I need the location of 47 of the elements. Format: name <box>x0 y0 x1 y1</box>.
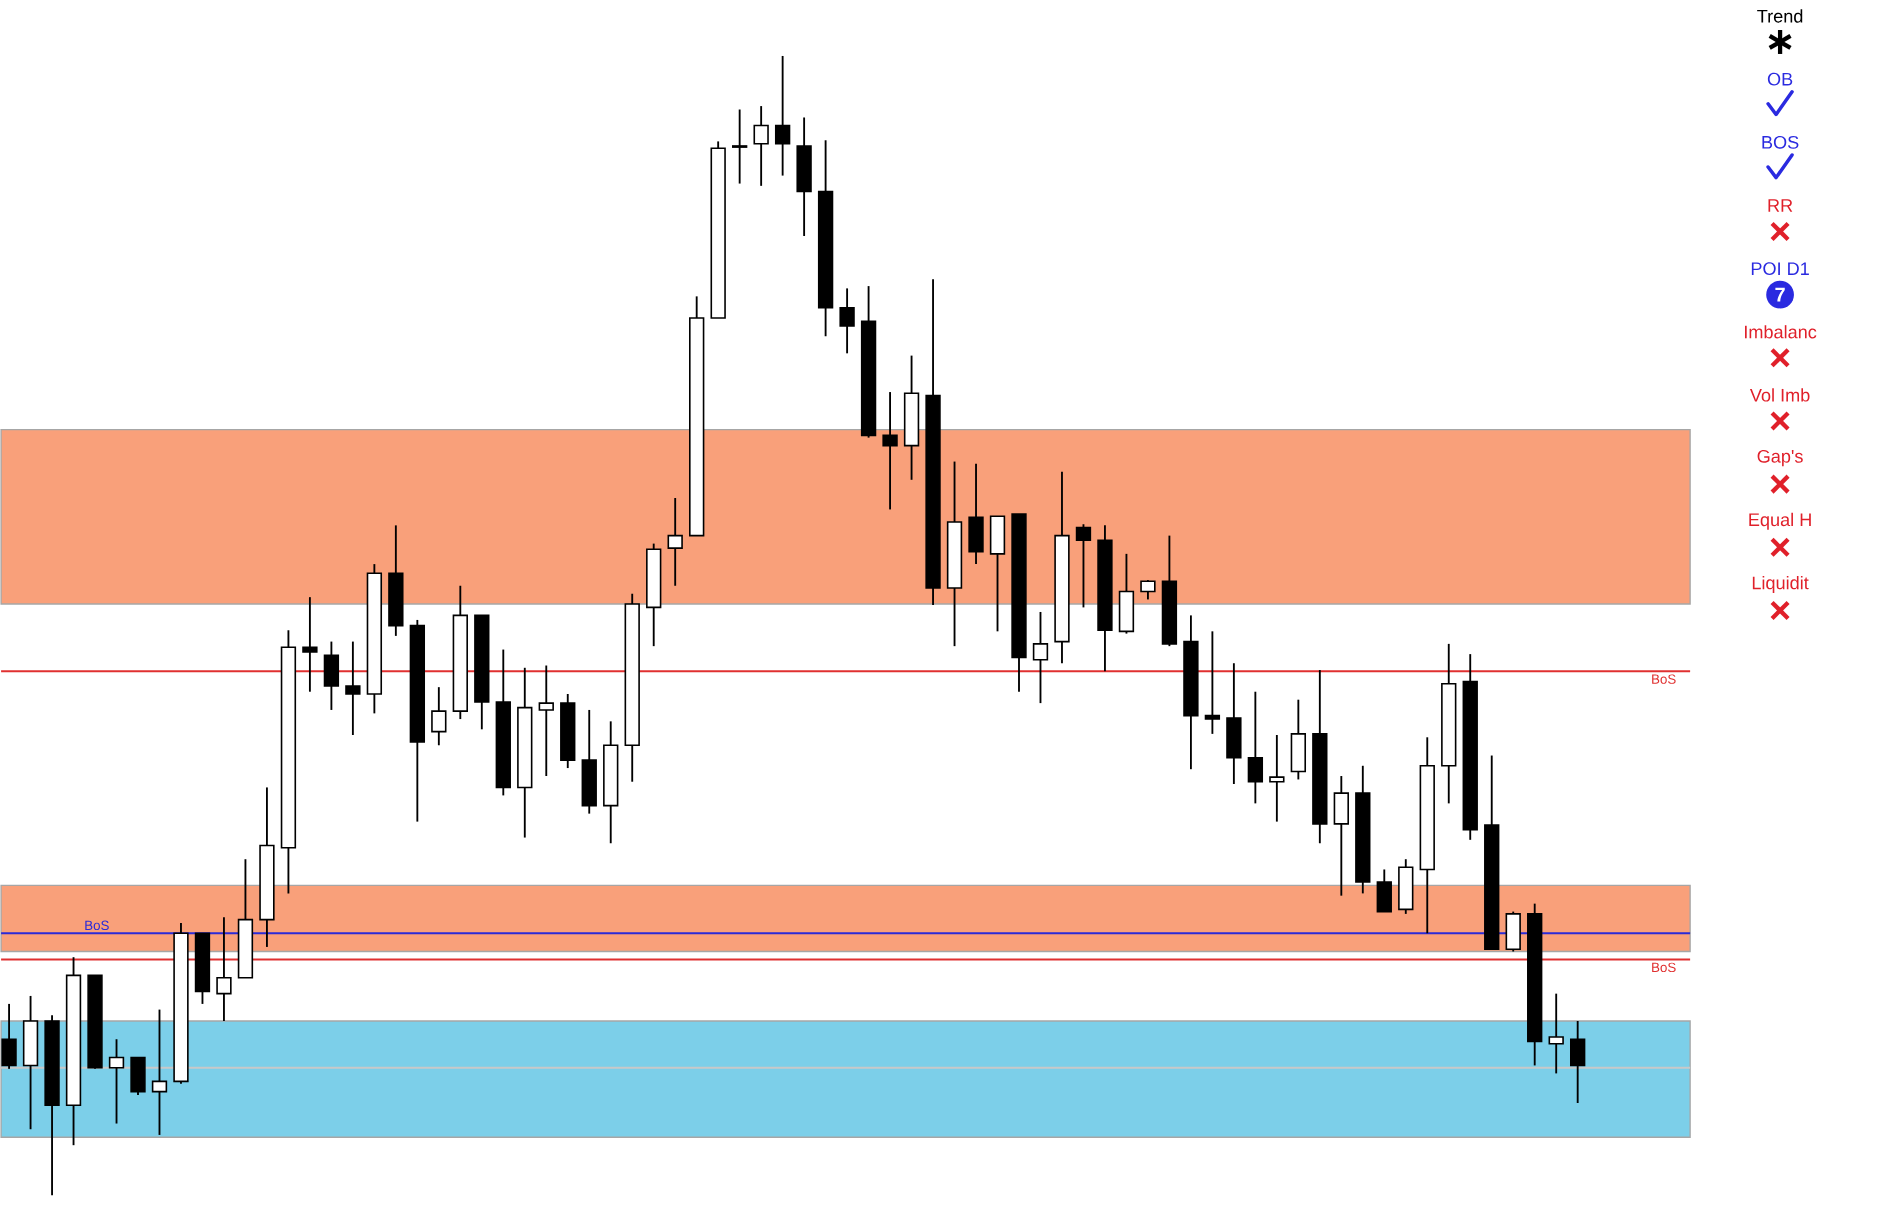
candlestick <box>1247 691 1264 805</box>
candlestick <box>731 108 748 185</box>
candlestick <box>796 116 812 238</box>
candlestick <box>1204 630 1221 736</box>
text: 7 <box>1775 288 1785 302</box>
candlestick <box>431 686 447 747</box>
text: Imbalanc <box>1744 325 1817 339</box>
candlestick <box>1075 523 1092 609</box>
candlestick <box>1548 993 1564 1075</box>
candlestick <box>130 1056 146 1097</box>
candlestick <box>1 1003 17 1071</box>
text: OB <box>1767 73 1793 86</box>
candlestick <box>302 596 318 693</box>
text: RR <box>1768 199 1793 213</box>
candlestick <box>323 640 340 712</box>
candlestick <box>581 709 597 815</box>
candlestick <box>1032 611 1049 705</box>
text: Gap's <box>1757 450 1803 467</box>
candlestick <box>151 1009 168 1137</box>
candlestick <box>108 1038 125 1125</box>
text: BOS <box>1762 136 1799 150</box>
candlestick <box>1398 858 1414 916</box>
candlestick <box>882 391 898 511</box>
candlestick <box>1505 911 1521 953</box>
candlestick <box>1376 868 1392 913</box>
text: POI D1 <box>1751 262 1809 276</box>
candlestick <box>667 497 683 588</box>
text: Vol Imb <box>1749 388 1810 402</box>
candlestick <box>1226 662 1242 786</box>
candlestick <box>839 287 855 355</box>
text: Liquidit <box>1752 576 1809 594</box>
text: Trend <box>1757 9 1803 23</box>
candlestick <box>538 664 554 778</box>
candlestick <box>1333 775 1349 897</box>
candlestick <box>753 105 769 188</box>
candlestick <box>1118 553 1135 635</box>
candlestick <box>1269 734 1285 823</box>
candlestick <box>968 463 984 566</box>
candlestick <box>989 515 1006 633</box>
candlestick <box>1140 579 1156 601</box>
text: Equal H <box>1749 513 1811 531</box>
candlestick <box>345 640 361 737</box>
candlestick <box>216 916 232 1023</box>
candlestick <box>1290 699 1307 781</box>
candlestick <box>774 55 791 177</box>
candlestick <box>1570 1020 1586 1105</box>
candlestick <box>22 995 39 1131</box>
